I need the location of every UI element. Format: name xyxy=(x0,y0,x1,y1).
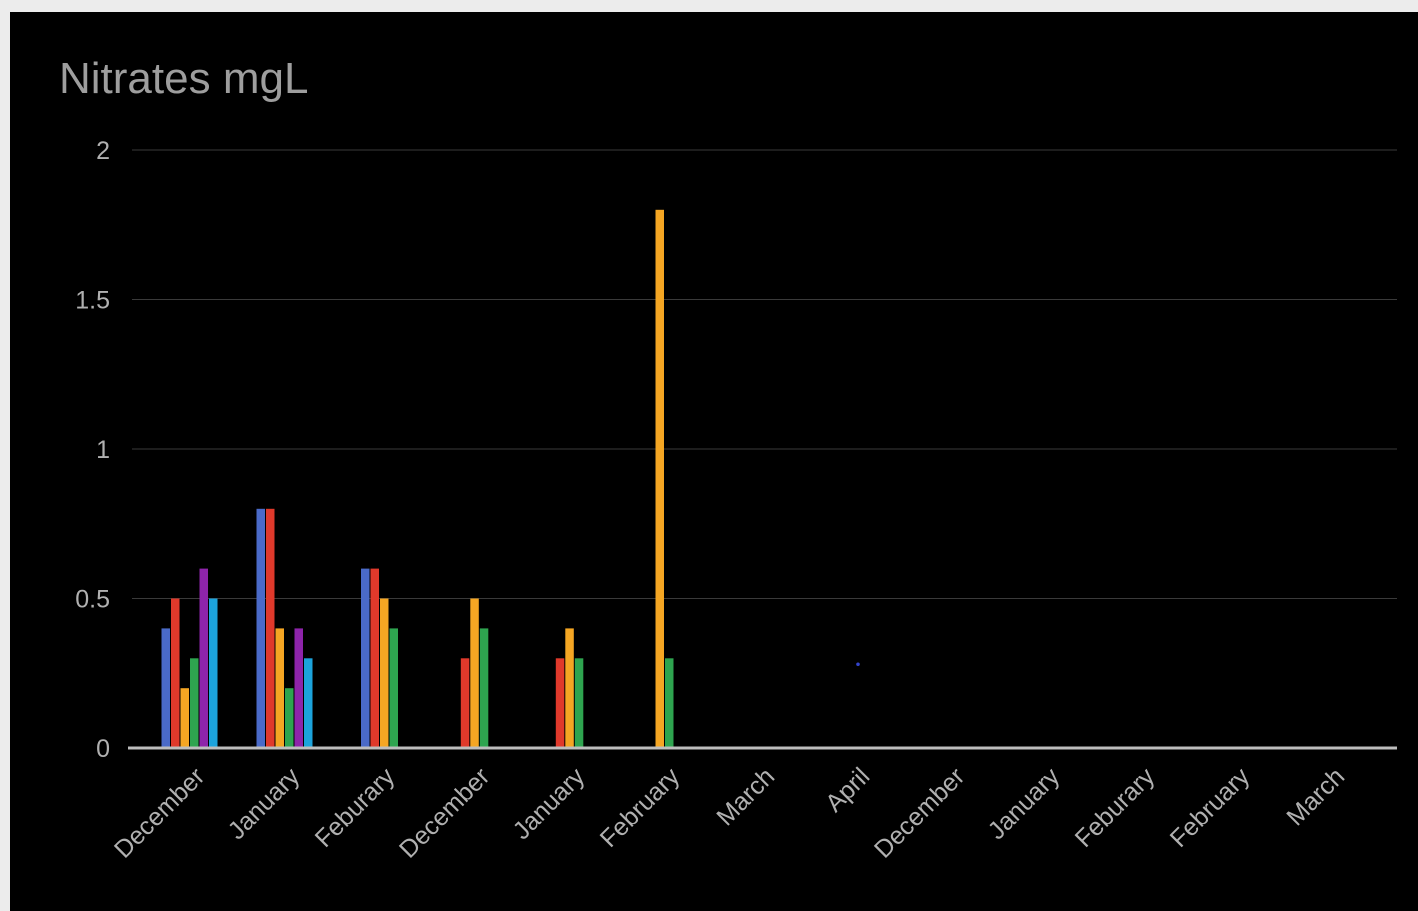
y-tick-label: 1.5 xyxy=(75,287,110,315)
bar xyxy=(574,658,584,748)
x-tick-label: April xyxy=(820,762,875,817)
bar xyxy=(199,568,208,748)
x-tick-label: January xyxy=(508,762,591,845)
chart-panel: Nitrates mgL 0 0.5 1 1.5 2 December January Feb… xyxy=(10,12,1418,911)
bar xyxy=(361,568,370,748)
bar xyxy=(565,628,574,748)
y-tick-label: 0.5 xyxy=(75,586,110,614)
bar xyxy=(655,209,664,749)
x-tick-label: January xyxy=(223,762,306,845)
x-tick-label: Feburary xyxy=(1070,762,1161,853)
x-tick-label: Feburary xyxy=(310,762,401,853)
chart-title: Nitrates mgL xyxy=(59,54,309,103)
y-tick-label: 2 xyxy=(96,137,110,165)
bar xyxy=(304,658,313,748)
x-tick-label: January xyxy=(983,762,1066,845)
bar xyxy=(389,628,398,748)
bar xyxy=(275,628,284,748)
y-tick-label: 1 xyxy=(96,436,110,464)
bar xyxy=(256,508,265,748)
y-tick-label: 0 xyxy=(96,735,110,763)
x-tick-label: March xyxy=(1281,762,1350,831)
bar xyxy=(294,628,303,748)
bar-layer xyxy=(161,209,860,749)
bar xyxy=(555,658,565,748)
bar xyxy=(479,628,489,748)
bar xyxy=(171,598,180,748)
data-point xyxy=(856,662,860,667)
grid-layer xyxy=(132,149,1397,599)
bar xyxy=(370,568,379,748)
bar xyxy=(180,688,189,748)
bar xyxy=(285,688,294,748)
x-tick-label: March xyxy=(711,762,780,831)
bar xyxy=(470,598,479,748)
x-tick-label: December xyxy=(394,762,495,863)
bar xyxy=(460,658,470,748)
bar xyxy=(161,628,170,748)
bar xyxy=(266,508,275,748)
bar xyxy=(209,598,218,748)
bar xyxy=(380,598,389,748)
bar xyxy=(190,658,199,748)
bar xyxy=(665,658,674,748)
x-tick-label: December xyxy=(869,762,970,863)
x-tick-label: February xyxy=(1165,762,1256,853)
x-tick-label: December xyxy=(109,762,210,863)
x-tick-label: February xyxy=(595,762,686,853)
